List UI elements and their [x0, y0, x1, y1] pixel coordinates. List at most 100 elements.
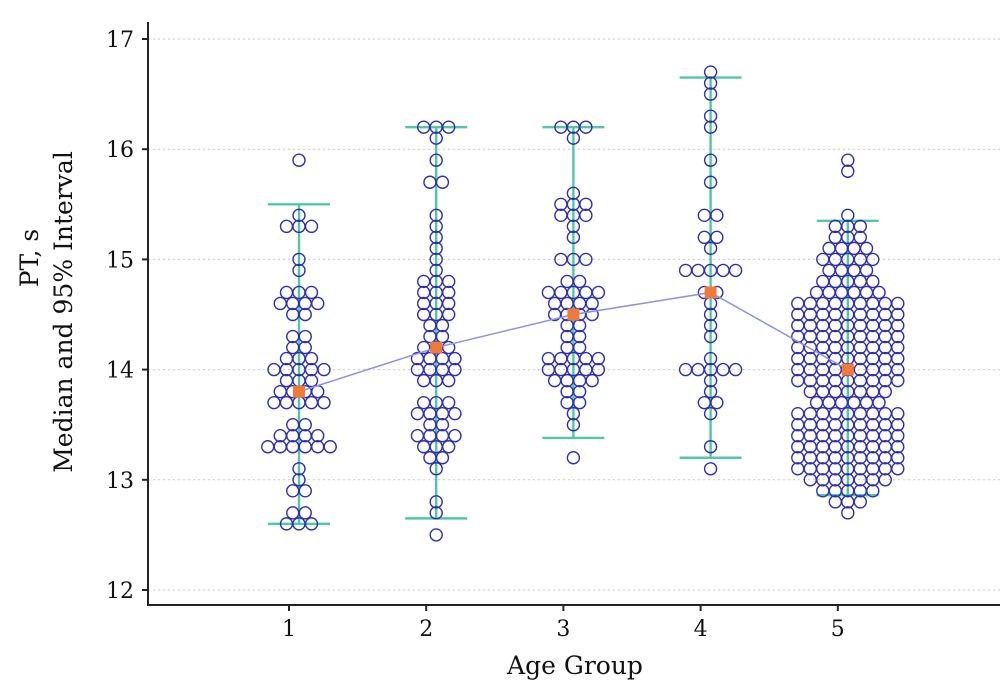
data-point [417, 373, 431, 388]
data-point [429, 230, 443, 245]
y-tick-label: 13 [106, 469, 134, 494]
data-point [828, 230, 842, 245]
data-point [841, 495, 855, 509]
data-point [572, 395, 587, 410]
axis-lines [147, 22, 1000, 606]
data-point [703, 318, 718, 333]
median-marker [704, 286, 717, 299]
data-point [286, 429, 300, 443]
data-point [791, 451, 805, 465]
data-point [878, 418, 892, 432]
data-point [579, 351, 593, 366]
data-point [286, 506, 300, 520]
data-point [828, 429, 842, 443]
data-point [429, 263, 443, 278]
data-point [841, 208, 855, 223]
data-point [891, 462, 905, 476]
data-point [710, 230, 724, 245]
data-point [435, 429, 450, 443]
data-point [891, 296, 905, 311]
data-point [828, 274, 842, 289]
data-point [286, 329, 300, 344]
y-tick-label: 17 [106, 28, 134, 53]
data-point [442, 440, 456, 454]
data-point [560, 395, 574, 410]
data-point [703, 462, 718, 476]
median-marker [293, 385, 305, 398]
data-point [304, 351, 319, 366]
data-point [891, 373, 905, 388]
data-point [853, 340, 867, 355]
data-point [298, 506, 312, 520]
data-point [791, 429, 805, 443]
data-point [417, 296, 431, 311]
data-point [304, 219, 319, 234]
median-marker [567, 308, 580, 321]
data-point [703, 351, 718, 366]
data-point [279, 219, 294, 234]
data-point [554, 285, 568, 300]
data-point [304, 362, 319, 377]
data-point [878, 429, 892, 443]
data-point [866, 296, 880, 311]
data-point [304, 373, 319, 388]
data-point [828, 296, 842, 311]
data-point [866, 484, 880, 498]
data-point [442, 120, 456, 134]
data-point [866, 429, 880, 443]
data-point [816, 406, 830, 421]
data-point [703, 175, 718, 189]
y-tick-label: 12 [106, 579, 134, 604]
data-point [853, 307, 867, 322]
data-point [298, 340, 312, 355]
data-point [828, 318, 842, 333]
data-point [816, 462, 830, 476]
data-point [791, 462, 805, 476]
data-point [878, 318, 892, 333]
data-point [429, 528, 443, 542]
data-point [891, 340, 905, 355]
data-point [442, 307, 456, 322]
data-point [298, 418, 312, 432]
y-tick-labels: 12 13 14 15 16 17 [106, 28, 148, 604]
data-point [273, 429, 287, 443]
data-point [554, 208, 568, 223]
data-point [853, 230, 867, 245]
data-point [298, 429, 312, 443]
data-point [442, 373, 456, 388]
data-point [703, 307, 718, 322]
data-point [853, 351, 867, 366]
data-point [822, 263, 836, 278]
data-point [816, 329, 830, 344]
data-point [816, 318, 830, 333]
data-point [554, 351, 568, 366]
data-point [841, 164, 855, 178]
data-point [423, 351, 437, 366]
data-point [429, 252, 443, 267]
data-point [286, 296, 300, 311]
median-marker [841, 363, 854, 376]
data-point [304, 517, 319, 531]
x-tick-label: 5 [831, 617, 845, 642]
data-point [572, 384, 587, 399]
data-point [304, 285, 319, 300]
data-point [859, 395, 874, 410]
data-point [853, 318, 867, 333]
data-point [872, 285, 886, 300]
data-point [435, 329, 450, 344]
data-point [878, 473, 892, 487]
data-point [803, 406, 817, 421]
data-point [853, 329, 867, 344]
y-tick-label: 16 [106, 138, 134, 163]
data-point [691, 263, 705, 278]
data-point [317, 395, 331, 410]
data-point [828, 384, 842, 399]
median-series [293, 286, 854, 398]
data-point [448, 351, 462, 366]
data-point [803, 384, 817, 399]
data-point [298, 329, 312, 344]
data-point [891, 351, 905, 366]
data-point [286, 484, 300, 498]
data-point [822, 241, 836, 256]
data-point [423, 451, 437, 465]
